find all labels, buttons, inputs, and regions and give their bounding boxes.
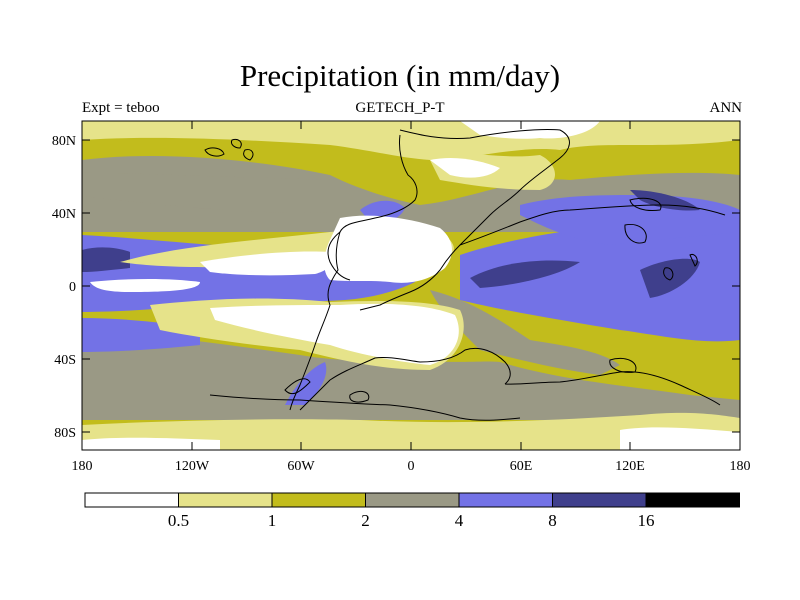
white-north-desert: [324, 215, 452, 283]
lon-label-60e: 60E: [510, 459, 533, 474]
dark-blue-pacific: [82, 247, 130, 272]
lat-label-80s: 80S: [54, 426, 76, 441]
island-1: [204, 147, 225, 157]
island-10: [609, 357, 637, 373]
experiment-label: Expt = teboo: [82, 100, 160, 116]
colorbar-box-0: [85, 493, 179, 507]
island-9: [629, 197, 662, 211]
white-antarctic-east: [620, 427, 740, 450]
coastline-west-peninsula: [327, 231, 351, 281]
island-7: [284, 378, 311, 395]
colorbar-label-3: 4: [455, 511, 464, 530]
lat-label-80n: 80N: [52, 134, 76, 149]
latitude-axis: 80N 40N 0 40S 80S: [52, 134, 740, 441]
colorbar: 0.5 1 2 4 8 16: [84, 492, 740, 530]
lat-label-0: 0: [69, 280, 76, 295]
colorbar-box-4: [459, 493, 553, 507]
colorbar-box-1: [178, 493, 272, 507]
blue-indian-pacific: [460, 222, 740, 342]
white-antarctic: [82, 437, 220, 450]
white-siberia: [430, 157, 500, 178]
coastline-eurasia: [504, 371, 721, 406]
plot-title: Precipitation (in mm/day): [239, 58, 561, 93]
longitude-axis: 180 120W 60W 0 60E 120E 180: [72, 121, 751, 474]
coastlines: [204, 128, 726, 421]
colorbar-box-6: [646, 493, 740, 507]
lon-label-180w: 180: [72, 459, 93, 474]
white-pacific-dry-west: [90, 279, 200, 292]
colorbar-label-0: 0.5: [168, 511, 189, 530]
dataset-label: GETECH_P-T: [355, 100, 445, 116]
coastline-africa-asia: [459, 204, 726, 246]
coastline-antarctic: [209, 394, 521, 421]
colorbar-box-3: [365, 493, 459, 507]
gray-region-north-pacific: [82, 172, 330, 213]
colorbar-box-5: [552, 493, 646, 507]
dark-blue-indian-ocean: [470, 260, 580, 288]
lon-label-60w: 60W: [287, 459, 315, 474]
gray-region-asia: [430, 290, 620, 375]
dark-blue-east-pacific: [640, 258, 700, 298]
lon-label-0: 0: [408, 459, 415, 474]
colorbar-label-1: 1: [268, 511, 277, 530]
colorbar-label-5: 16: [638, 511, 655, 530]
island-8: [349, 390, 370, 403]
island-6: [689, 253, 698, 267]
season-label: ANN: [709, 100, 743, 116]
colorbar-box-2: [272, 493, 366, 507]
dark-blue-east-asia: [630, 190, 700, 211]
colorbar-label-4: 8: [548, 511, 557, 530]
lon-label-120w: 120W: [175, 459, 210, 474]
coastline-americas-west: [289, 134, 418, 411]
island-2: [231, 139, 242, 149]
island-5: [663, 267, 674, 281]
island-3: [243, 149, 254, 161]
lat-label-40s: 40S: [54, 353, 76, 368]
white-south-desert: [210, 303, 459, 365]
white-pacific-dry-north: [200, 251, 332, 276]
lat-label-40n: 40N: [52, 207, 76, 222]
yellow-antarctic: [82, 412, 740, 450]
island-4: [624, 223, 647, 244]
coastline-south-america: [299, 347, 511, 411]
precipitation-field: [82, 121, 740, 450]
gray-region-south: [82, 330, 740, 420]
coastline-north-america: [359, 128, 570, 311]
lon-label-180e: 180: [730, 459, 751, 474]
colorbar-label-2: 2: [361, 511, 370, 530]
lon-label-120e: 120E: [615, 459, 645, 474]
colorbar-frame: [84, 492, 740, 508]
